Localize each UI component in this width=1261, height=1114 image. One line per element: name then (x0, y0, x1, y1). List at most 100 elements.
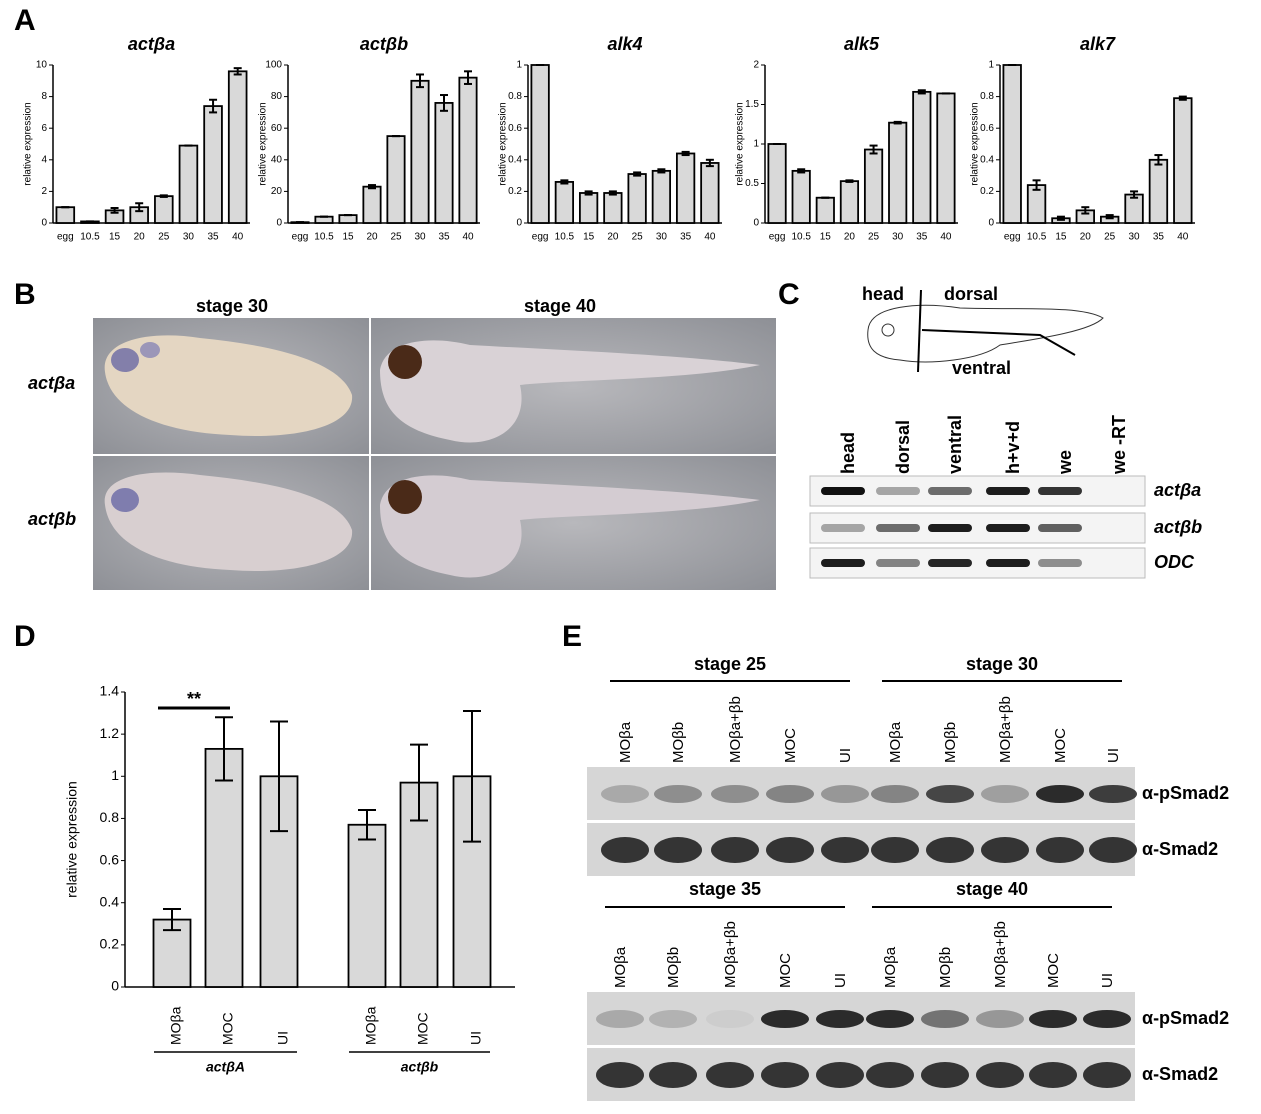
lane-label: h+v+d (1003, 421, 1023, 474)
bar (55, 206, 76, 224)
lane-label: MOβa (882, 946, 899, 988)
x-tick-label: 30 (414, 232, 426, 243)
error-bar (1032, 179, 1041, 191)
bar (603, 192, 623, 224)
band (976, 1010, 1024, 1028)
column-label: stage 30 (196, 296, 268, 316)
band (766, 837, 814, 863)
x-tick-label: 15 (109, 232, 121, 243)
lane-label: MOβa+βb (722, 921, 739, 988)
x-tick-label: 40 (462, 232, 474, 243)
y-tick-label: 0.2 (980, 186, 994, 197)
lane-label: UI (837, 748, 854, 763)
bar (1173, 97, 1193, 224)
y-tick-label: 20 (271, 186, 283, 197)
band (876, 487, 920, 495)
x-tick-label: 30 (892, 232, 904, 243)
y-tick-label: 0 (41, 218, 47, 229)
band (921, 1010, 969, 1028)
error-bar (463, 709, 481, 843)
outline (867, 304, 1104, 363)
error-bar (845, 179, 854, 183)
bar (434, 102, 454, 224)
error-bar (233, 67, 242, 76)
band (649, 1010, 697, 1028)
error-bar (1105, 214, 1114, 220)
bar (227, 70, 248, 224)
antibody-label: α-Smad2 (1142, 839, 1218, 859)
band (1083, 1062, 1131, 1088)
error-bar (410, 743, 428, 822)
lane-label: head (838, 432, 858, 474)
x-tick-label: 10.5 (1027, 232, 1047, 243)
y-tick-label: 1 (111, 767, 119, 783)
y-tick-label: 0 (111, 978, 119, 994)
antibody-label: α-pSmad2 (1142, 1008, 1229, 1028)
antibody-label: α-pSmad2 (1142, 783, 1229, 803)
lane-label: MOβa (612, 946, 629, 988)
bar (410, 79, 430, 224)
bar (362, 185, 382, 224)
bar (154, 195, 174, 224)
band (981, 837, 1029, 863)
y-axis-label: relative expression (258, 102, 269, 185)
x-tick-label: 10.5 (80, 232, 100, 243)
stain (111, 488, 139, 512)
y-tick-label: 0.4 (100, 893, 120, 909)
error-bar (159, 194, 168, 198)
eye (388, 345, 422, 379)
band (706, 1062, 754, 1088)
lane-label: MOC (1045, 953, 1062, 988)
y-tick-label: 60 (271, 123, 283, 134)
row-label: ODC (1154, 552, 1195, 572)
y-axis-label: relative expression (64, 781, 80, 898)
x-tick-label: 35 (916, 232, 928, 243)
band (596, 1010, 644, 1028)
stage-label: stage 40 (956, 879, 1028, 899)
gel-strip (809, 512, 1146, 544)
bar (204, 747, 244, 988)
chart-title: actβb (360, 34, 408, 54)
bar (888, 121, 908, 224)
error-bar (1081, 206, 1090, 215)
error-bar (1056, 215, 1065, 221)
x-tick-label: 25 (390, 232, 402, 243)
error-bar (464, 70, 472, 85)
lane-label: MOβa (617, 721, 634, 763)
band (816, 1062, 864, 1088)
x-tick-label: 30 (656, 232, 668, 243)
error-bar (135, 202, 144, 213)
eye (388, 480, 422, 514)
error-bar (368, 184, 376, 190)
lane-label: MOβa (887, 721, 904, 763)
x-tick-label: 20 (607, 232, 619, 243)
row-label: actβb (28, 509, 76, 529)
lane-label: we (1055, 450, 1075, 475)
band (821, 785, 869, 803)
band (821, 559, 865, 567)
y-tick-label: 0.5 (745, 178, 759, 189)
error-bar (584, 190, 593, 196)
x-tick-label: 35 (208, 232, 220, 243)
y-axis-label: relative expression (498, 102, 509, 185)
y-tick-label: 1.4 (100, 683, 120, 699)
error-bar (657, 168, 666, 174)
lane-label: UI (832, 973, 849, 988)
band (761, 1010, 809, 1028)
band (986, 487, 1030, 495)
band (981, 785, 1029, 803)
error-bar (1130, 190, 1139, 199)
y-tick-label: 40 (271, 154, 283, 165)
error-bar (893, 120, 902, 125)
stain (111, 348, 139, 372)
band (649, 1062, 697, 1088)
y-tick-label: 0 (276, 218, 282, 229)
band (1029, 1010, 1077, 1028)
x-tick-label: 20 (844, 232, 856, 243)
bar (1124, 193, 1144, 224)
lane-label: UI (1099, 973, 1116, 988)
band (928, 487, 972, 495)
band (926, 785, 974, 803)
y-tick-label: 1 (988, 60, 994, 71)
